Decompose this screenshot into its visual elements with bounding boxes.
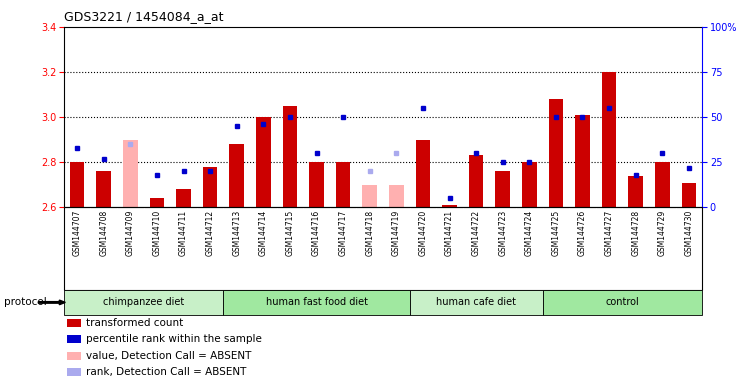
- Text: GSM144712: GSM144712: [206, 210, 215, 256]
- Bar: [256, 117, 270, 207]
- Bar: [67, 319, 81, 327]
- Bar: [67, 336, 81, 343]
- Bar: [229, 144, 244, 207]
- Bar: [309, 162, 324, 207]
- Text: GSM144721: GSM144721: [445, 210, 454, 256]
- Text: GSM144715: GSM144715: [285, 210, 294, 256]
- Text: GSM144727: GSM144727: [605, 210, 614, 256]
- Bar: [415, 140, 430, 207]
- Bar: [149, 199, 164, 207]
- Text: human cafe diet: human cafe diet: [436, 297, 516, 308]
- Text: control: control: [605, 297, 639, 308]
- Bar: [575, 115, 590, 207]
- Bar: [67, 352, 81, 359]
- Bar: [548, 99, 563, 207]
- Text: GSM144717: GSM144717: [339, 210, 348, 256]
- Bar: [203, 167, 218, 207]
- Text: GSM144709: GSM144709: [126, 210, 135, 256]
- Bar: [224, 290, 409, 315]
- Bar: [543, 290, 702, 315]
- Text: protocol: protocol: [4, 297, 47, 308]
- Bar: [363, 185, 377, 207]
- Text: rank, Detection Call = ABSENT: rank, Detection Call = ABSENT: [86, 367, 246, 377]
- Bar: [64, 207, 702, 290]
- Bar: [123, 140, 137, 207]
- Text: GSM144723: GSM144723: [498, 210, 507, 256]
- Text: GSM144707: GSM144707: [73, 210, 82, 256]
- Text: GSM144718: GSM144718: [365, 210, 374, 256]
- Text: GDS3221 / 1454084_a_at: GDS3221 / 1454084_a_at: [64, 10, 223, 23]
- Bar: [389, 185, 403, 207]
- Text: GSM144716: GSM144716: [312, 210, 321, 256]
- Text: human fast food diet: human fast food diet: [266, 297, 367, 308]
- Bar: [469, 156, 484, 207]
- Bar: [522, 162, 537, 207]
- Bar: [496, 171, 510, 207]
- Text: GSM144710: GSM144710: [152, 210, 161, 256]
- Bar: [67, 368, 81, 376]
- Text: GSM144714: GSM144714: [259, 210, 268, 256]
- Text: percentile rank within the sample: percentile rank within the sample: [86, 334, 262, 344]
- Text: GSM144711: GSM144711: [179, 210, 188, 256]
- Text: GSM144724: GSM144724: [525, 210, 534, 256]
- Text: GSM144719: GSM144719: [392, 210, 401, 256]
- Bar: [442, 205, 457, 207]
- Text: GSM144729: GSM144729: [658, 210, 667, 256]
- Bar: [602, 72, 617, 207]
- Bar: [629, 176, 643, 207]
- Text: GSM144722: GSM144722: [472, 210, 481, 256]
- Bar: [682, 182, 696, 207]
- Bar: [64, 290, 224, 315]
- Text: GSM144730: GSM144730: [684, 210, 693, 256]
- Bar: [70, 162, 84, 207]
- Bar: [655, 162, 670, 207]
- Bar: [282, 106, 297, 207]
- Text: GSM144725: GSM144725: [551, 210, 560, 256]
- Text: GSM144720: GSM144720: [418, 210, 427, 256]
- Text: GSM144726: GSM144726: [578, 210, 587, 256]
- Text: transformed count: transformed count: [86, 318, 183, 328]
- Text: GSM144713: GSM144713: [232, 210, 241, 256]
- Bar: [336, 162, 351, 207]
- Bar: [409, 290, 542, 315]
- Bar: [176, 189, 191, 207]
- Bar: [96, 171, 111, 207]
- Text: GSM144728: GSM144728: [631, 210, 640, 256]
- Text: GSM144708: GSM144708: [99, 210, 108, 256]
- Text: value, Detection Call = ABSENT: value, Detection Call = ABSENT: [86, 351, 252, 361]
- Text: chimpanzee diet: chimpanzee diet: [103, 297, 184, 308]
